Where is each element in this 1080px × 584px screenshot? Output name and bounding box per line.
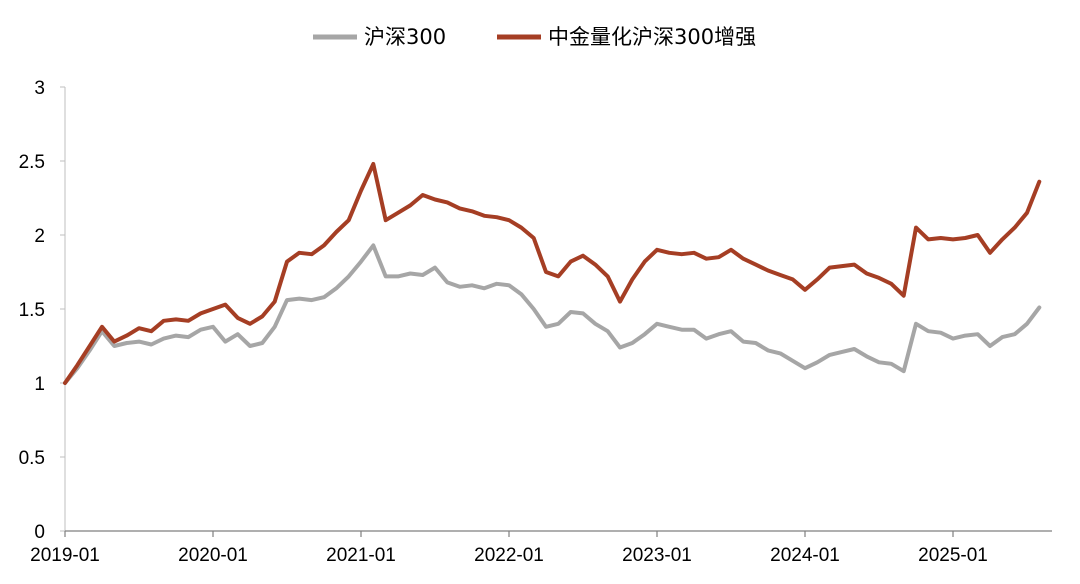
legend-label-hs300: 沪深300 <box>364 25 446 49</box>
x-tick-label: 2021-01 <box>326 545 396 566</box>
y-tick-label: 0 <box>34 522 45 543</box>
x-tick-label: 2025-01 <box>918 545 988 566</box>
x-tick-label: 2020-01 <box>178 545 248 566</box>
x-tick-label: 2023-01 <box>622 545 692 566</box>
y-axis: 0 0.5 1 1.5 2 2.5 3 <box>19 78 66 543</box>
legend-label-cicc-quant-enhanced: 中金量化沪深300增强 <box>548 25 756 49</box>
series-line-hs300 <box>63 243 1042 385</box>
series-layer <box>63 162 1042 385</box>
y-tick-label: 1 <box>34 374 45 395</box>
x-tick-label: 2019-01 <box>30 545 100 566</box>
y-tick-label: 0.5 <box>19 448 45 469</box>
series-line-cicc-quant-enhanced <box>63 162 1042 385</box>
y-tick-label: 2.5 <box>19 152 45 173</box>
x-axis: 2019-01 2020-01 2021-01 2022-01 2023-01 2024-… <box>30 530 1052 566</box>
y-tick-label: 3 <box>34 78 45 99</box>
x-tick-label: 2024-01 <box>770 545 840 566</box>
legend: 沪深300 中金量化沪深300增强 <box>313 25 756 49</box>
y-tick-label: 2 <box>34 226 45 247</box>
y-tick-label: 1.5 <box>19 300 45 321</box>
x-tick-label: 2022-01 <box>474 545 544 566</box>
